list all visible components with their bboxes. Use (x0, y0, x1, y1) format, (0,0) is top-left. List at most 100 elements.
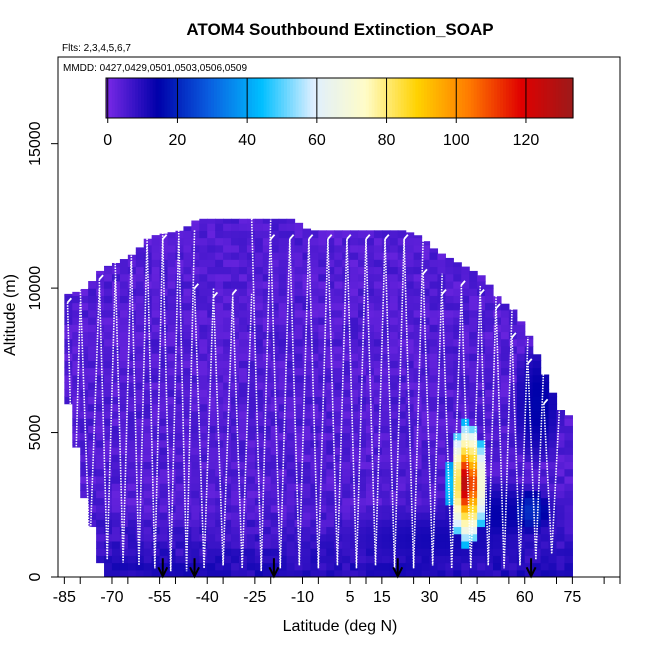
heatmap-cell (302, 237, 312, 246)
heatmap-cell (286, 497, 296, 506)
heatmap-cell (246, 483, 256, 491)
heatmap-cell (286, 382, 296, 390)
heatmap-cell (461, 432, 470, 441)
heatmap-cell (262, 410, 272, 419)
heatmap-cell (405, 280, 415, 289)
heatmap-cell (286, 324, 296, 333)
heatmap-cell (96, 447, 105, 455)
heatmap-cell (183, 439, 192, 448)
heatmap-cell (127, 360, 137, 369)
heatmap-cell (405, 396, 415, 405)
heatmap-cell (350, 432, 359, 441)
heatmap-cell (524, 540, 534, 549)
heatmap-cell (104, 432, 113, 441)
heatmap-cell (191, 374, 200, 383)
heatmap-cell (405, 331, 415, 340)
heatmap-cell (223, 504, 232, 513)
heatmap-cell (373, 331, 383, 340)
heatmap-cell (548, 497, 558, 506)
heatmap-cell (532, 454, 542, 463)
heatmap-cell (373, 519, 383, 528)
heatmap-cell (175, 504, 185, 513)
heatmap-cell (223, 555, 232, 564)
heatmap-cell (286, 403, 296, 412)
heatmap-cell (143, 367, 153, 376)
heatmap-cell (238, 468, 248, 477)
heatmap-cell (159, 410, 169, 419)
heatmap-cell (524, 345, 534, 354)
heatmap-cell (540, 374, 550, 376)
heatmap-cell (342, 475, 351, 484)
heatmap-cell (453, 266, 462, 275)
heatmap-cell (199, 454, 208, 463)
heatmap-cell (199, 569, 208, 577)
heatmap-cell (365, 353, 375, 361)
colorbar-segment (400, 78, 405, 118)
heatmap-cell (342, 439, 351, 448)
heatmap-cell (215, 266, 224, 275)
heatmap-cell (294, 410, 304, 419)
heatmap-cell (246, 288, 256, 296)
heatmap-cell (532, 382, 542, 390)
heatmap-cell (445, 454, 454, 463)
heatmap-cell (326, 309, 335, 318)
heatmap-cell (199, 519, 208, 528)
heatmap-cell (111, 468, 121, 477)
heatmap-cell (429, 345, 439, 354)
heatmap-cell (389, 273, 399, 282)
heatmap-cell (143, 266, 153, 275)
heatmap-cell (270, 461, 280, 470)
heatmap-cell (127, 468, 137, 477)
heatmap-cell (270, 497, 280, 506)
heatmap-cell (294, 266, 304, 275)
heatmap-cell (318, 490, 327, 499)
heatmap-cell (397, 569, 407, 577)
heatmap-cell (500, 317, 510, 325)
heatmap-cell (516, 410, 526, 419)
heatmap-cell (485, 569, 494, 577)
heatmap-cell (342, 526, 351, 535)
heatmap-cell (223, 382, 232, 390)
heatmap-cell (429, 259, 439, 268)
heatmap-cell (286, 237, 296, 246)
heatmap-cell (286, 331, 296, 340)
heatmap-cell (556, 504, 566, 513)
heatmap-cell (485, 338, 494, 347)
heatmap-cell (350, 439, 359, 448)
heatmap-cell (191, 483, 200, 491)
heatmap-cell (453, 317, 462, 325)
heatmap-cell (294, 389, 304, 398)
heatmap-cell (548, 461, 558, 470)
heatmap-cell (111, 475, 121, 484)
heatmap-cell (429, 295, 439, 304)
heatmap-cell (135, 504, 145, 513)
heatmap-cell (342, 273, 351, 282)
chart-title: ATOM4 Southbound Extinction_SOAP (186, 20, 493, 39)
heatmap-cell (294, 223, 304, 231)
heatmap-cell (556, 439, 566, 448)
heatmap-cell (270, 244, 280, 253)
heatmap-cell (151, 338, 161, 347)
heatmap-cell (238, 475, 248, 484)
heatmap-cell (254, 425, 264, 434)
heatmap-cell (175, 403, 185, 412)
heatmap-cell (207, 317, 216, 325)
heatmap-cell (223, 403, 232, 412)
heatmap-cell (492, 461, 502, 470)
heatmap-cell (231, 526, 240, 535)
heatmap-cell (540, 548, 550, 556)
colorbar-segment (473, 78, 478, 118)
heatmap-cell (286, 360, 296, 369)
heatmap-cell (246, 439, 256, 448)
heatmap-cell (342, 569, 351, 577)
colorbar-segment (505, 78, 510, 118)
colorbar-segment (164, 78, 168, 118)
heatmap-cell (389, 353, 399, 361)
heatmap-cell (96, 504, 105, 513)
heatmap-cell (270, 425, 280, 434)
heatmap-cell (405, 504, 415, 513)
heatmap-cell (278, 555, 288, 564)
heatmap-cell (262, 468, 272, 477)
heatmap-cell (389, 533, 399, 542)
heatmap-cell (445, 273, 454, 282)
